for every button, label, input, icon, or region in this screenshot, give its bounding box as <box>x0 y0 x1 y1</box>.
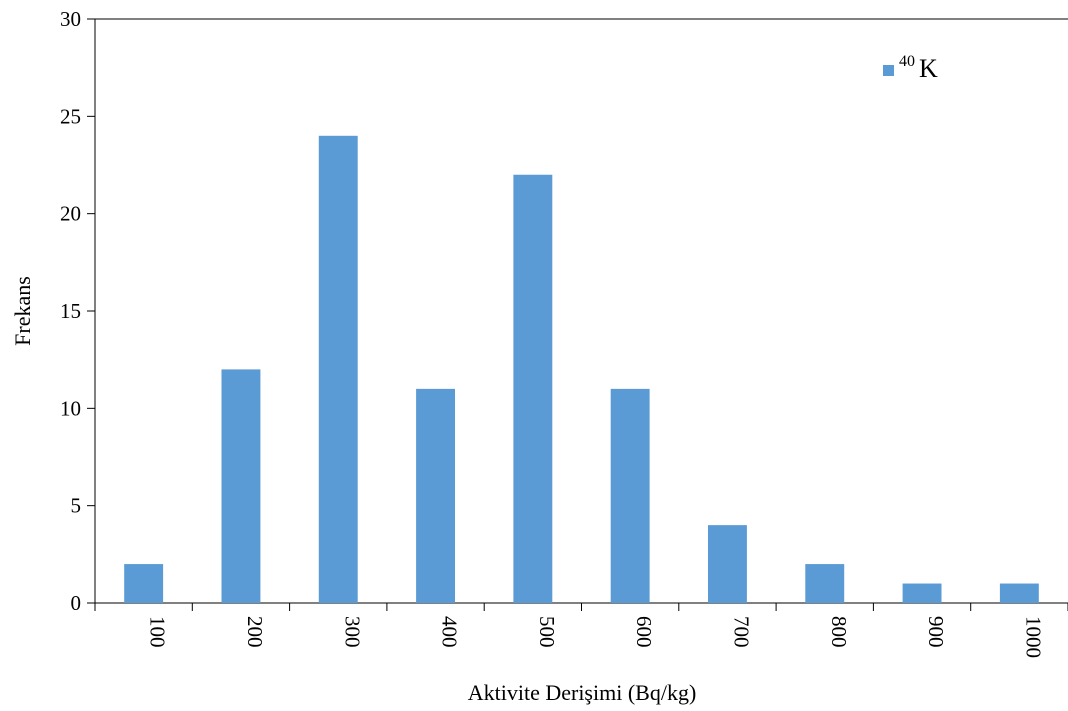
x-tick-label: 800 <box>827 616 851 648</box>
bar <box>416 388 456 603</box>
legend-swatch <box>883 65 894 76</box>
y-tick-label: 15 <box>60 299 81 323</box>
y-tick-label: 10 <box>60 396 81 420</box>
x-tick-label: 100 <box>146 616 170 648</box>
bar <box>902 583 942 603</box>
y-tick-label: 25 <box>60 104 81 128</box>
y-tick-label: 30 <box>60 7 81 31</box>
bar <box>318 135 358 604</box>
x-tick-label: 900 <box>924 616 948 648</box>
bar <box>221 369 261 603</box>
bar <box>805 564 845 603</box>
bar <box>999 583 1039 603</box>
x-tick-label: 700 <box>729 616 753 648</box>
x-axis-ticks: 100 200 300 400 500 600 700 800 900 1000 <box>94 603 1068 658</box>
x-tick-label: 400 <box>438 616 462 648</box>
x-tick-label: 1000 <box>1021 616 1045 658</box>
y-axis-ticks: 0 5 10 15 20 25 30 <box>60 7 95 615</box>
legend: 40 K <box>883 53 938 83</box>
x-tick-label: 500 <box>535 616 559 648</box>
bar <box>124 564 164 603</box>
y-tick-label: 0 <box>71 591 82 615</box>
y-axis-title: Frekans <box>10 276 35 346</box>
legend-label-base: K <box>919 54 938 83</box>
x-tick-label: 200 <box>243 616 267 648</box>
x-tick-label: 600 <box>632 616 656 648</box>
bar <box>707 525 747 603</box>
x-axis-title: Aktivite Derişimi (Bq/kg) <box>468 680 697 705</box>
bar <box>610 388 650 603</box>
legend-label-superscript: 40 <box>899 53 915 70</box>
y-tick-label: 5 <box>71 494 82 518</box>
bar <box>513 174 553 603</box>
legend-label: 40 K <box>899 53 938 83</box>
y-tick-label: 20 <box>60 202 81 226</box>
x-tick-label: 300 <box>340 616 364 648</box>
bar-series <box>124 135 1039 604</box>
